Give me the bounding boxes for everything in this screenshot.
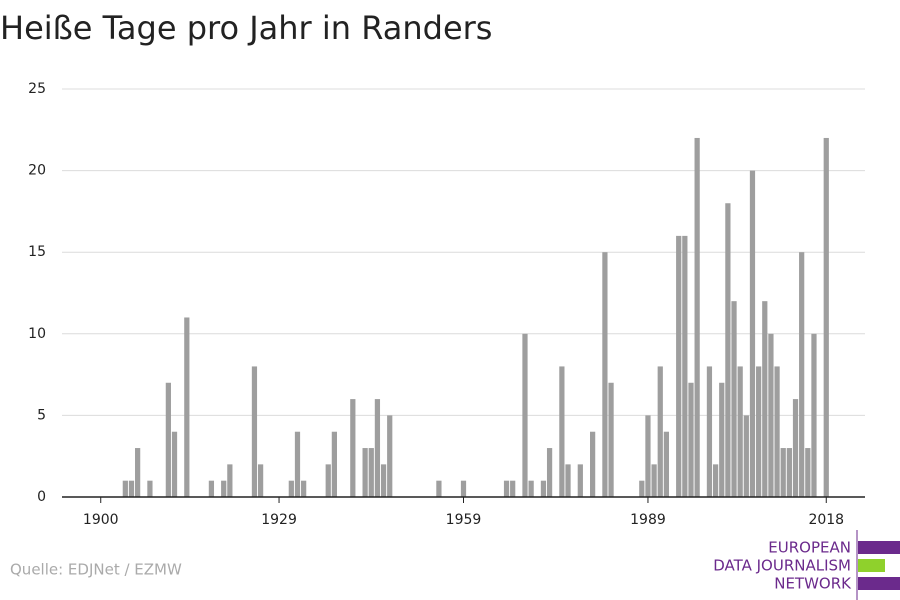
bar <box>227 464 233 497</box>
y-tick-label: 10 <box>28 326 46 342</box>
bar <box>657 366 663 497</box>
bar <box>780 448 786 497</box>
bar <box>387 415 393 497</box>
bar <box>503 480 510 497</box>
bar <box>184 317 190 497</box>
y-tick-label: 15 <box>28 244 46 260</box>
bar <box>694 137 700 497</box>
bar <box>251 366 258 497</box>
x-tick-label: 2018 <box>808 512 844 528</box>
bar <box>682 235 688 497</box>
bar <box>546 448 553 497</box>
bar <box>165 382 171 497</box>
bar <box>380 464 387 497</box>
logo-bar <box>858 577 900 590</box>
bar <box>676 235 682 497</box>
bar <box>774 366 780 497</box>
logo-text: NETWORK <box>774 575 852 593</box>
bar <box>663 431 670 497</box>
bar <box>602 252 608 497</box>
bar <box>294 431 301 497</box>
bar <box>350 399 356 497</box>
bar <box>565 464 571 497</box>
bar <box>823 137 829 497</box>
bar <box>706 366 713 497</box>
bar <box>436 480 442 497</box>
bar <box>811 333 817 497</box>
bar <box>792 399 799 497</box>
bar <box>147 480 153 497</box>
bar <box>559 366 565 497</box>
bar <box>577 464 583 497</box>
bar <box>737 366 743 497</box>
bar <box>460 480 467 497</box>
bar <box>257 464 264 497</box>
bar <box>743 415 749 497</box>
bar <box>645 415 651 497</box>
bar <box>719 382 725 497</box>
x-tick-label: 1900 <box>83 512 119 528</box>
bar <box>590 431 596 497</box>
bar <box>221 480 227 497</box>
logo-text: EUROPEAN <box>768 539 851 557</box>
y-tick-label: 0 <box>37 489 46 505</box>
y-tick-label: 5 <box>37 407 46 423</box>
x-tick-label: 1989 <box>630 512 666 528</box>
bar <box>331 431 337 497</box>
bar <box>725 203 731 498</box>
bar <box>135 448 141 497</box>
bar <box>608 382 614 497</box>
bar <box>749 170 756 497</box>
chart-title: Heiße Tage pro Jahr in Randers <box>0 9 492 47</box>
bar <box>510 480 516 497</box>
bar <box>301 480 307 497</box>
bar <box>712 464 719 497</box>
y-tick-label: 25 <box>28 81 46 97</box>
bar <box>786 448 792 497</box>
bar <box>731 301 737 497</box>
bar <box>639 480 645 497</box>
source: Quelle: EDJNet / EZMW <box>10 561 182 579</box>
bar <box>171 431 178 497</box>
y-tick-label: 20 <box>28 163 46 179</box>
bar <box>688 382 694 497</box>
bar <box>374 399 381 497</box>
logo: EUROPEAN DATA JOURNALISM NETWORK <box>713 530 900 600</box>
x-tick-label: 1929 <box>261 512 297 528</box>
x-tick-label: 1959 <box>446 512 482 528</box>
logo-bar <box>858 559 885 572</box>
bar <box>325 464 331 497</box>
bar <box>756 366 762 497</box>
logo-bar <box>858 541 900 554</box>
bar <box>368 448 374 497</box>
bar <box>128 480 135 497</box>
bar <box>799 252 805 497</box>
bar <box>522 333 528 497</box>
bar <box>768 333 774 497</box>
bar <box>122 480 128 497</box>
bar <box>540 480 547 497</box>
logo-text: DATA JOURNALISM <box>713 557 851 575</box>
bar <box>651 464 657 497</box>
bar <box>805 448 811 497</box>
bar <box>208 480 215 497</box>
bar <box>762 301 768 497</box>
bar <box>362 448 368 497</box>
bar <box>528 480 534 497</box>
bar <box>288 480 294 497</box>
